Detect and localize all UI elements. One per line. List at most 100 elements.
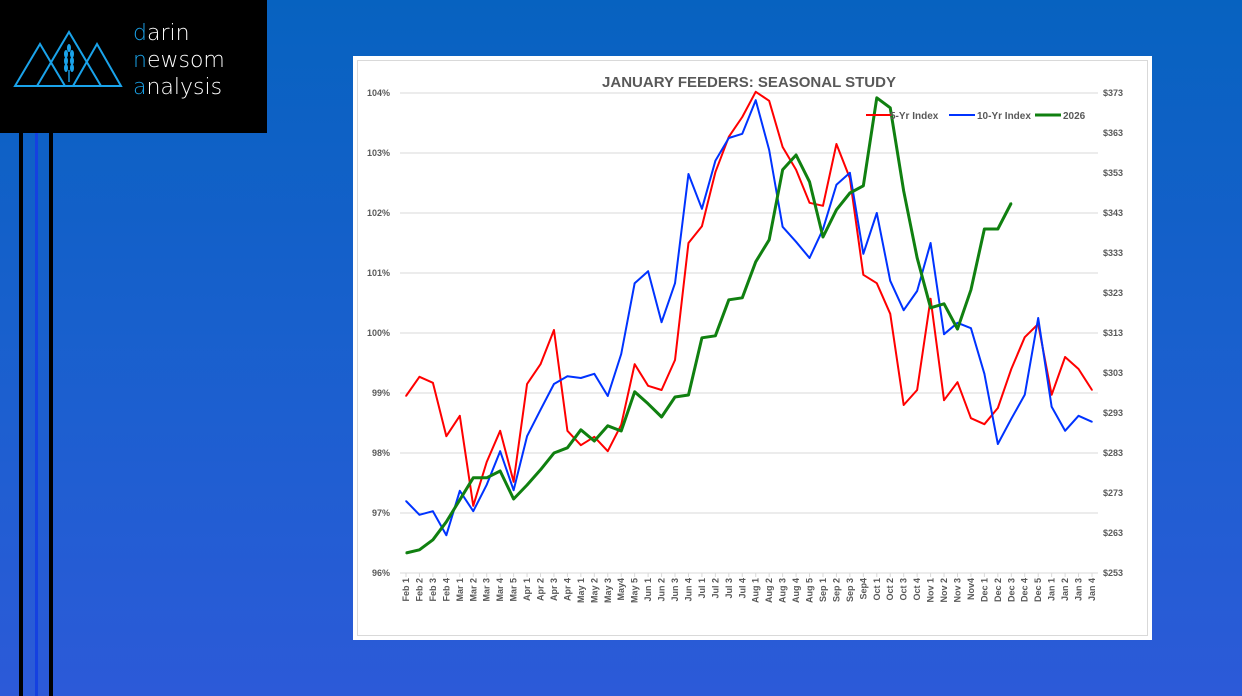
data-point — [687, 173, 690, 175]
x-tick-label: May 2 — [589, 578, 599, 603]
data-point — [566, 447, 569, 449]
decor-line — [35, 133, 38, 696]
x-tick-label: Apr 3 — [549, 578, 559, 601]
x-tick-label: Aug 2 — [764, 578, 774, 603]
data-point — [754, 261, 757, 263]
data-point — [593, 436, 596, 438]
data-point — [983, 373, 986, 375]
data-point — [849, 192, 851, 194]
data-point — [902, 309, 905, 311]
x-tick-label: Aug 5 — [805, 578, 815, 603]
data-point — [566, 430, 569, 432]
logo-letter: n — [133, 48, 147, 73]
x-tick-label: Mar 5 — [509, 578, 519, 602]
x-tick-label: Apr 2 — [536, 578, 546, 601]
y-left-tick-label: 98% — [372, 448, 390, 458]
data-point — [472, 510, 475, 512]
logo-word: nalysis — [146, 75, 223, 100]
data-point — [472, 505, 475, 507]
x-tick-label: Oct 2 — [885, 578, 895, 601]
x-tick-label: Jan 3 — [1074, 578, 1084, 601]
legend-label: 2026 — [1063, 111, 1086, 122]
data-point — [768, 100, 770, 102]
x-tick-label: Nov 2 — [939, 578, 949, 603]
data-point — [580, 377, 582, 379]
data-point — [418, 514, 421, 516]
x-tick-label: Feb 3 — [428, 578, 438, 602]
x-tick-label: Jan 1 — [1047, 578, 1057, 601]
data-point — [714, 171, 717, 173]
data-point — [526, 435, 528, 438]
logo-word: ew — [146, 48, 179, 73]
x-tick-label: Dec 5 — [1033, 578, 1043, 602]
data-point — [781, 146, 784, 148]
x-tick-label: Aug 1 — [751, 578, 761, 603]
x-tick-label: Oct 4 — [912, 578, 922, 601]
logo-text: darin newsom analysis — [133, 20, 225, 101]
data-point — [405, 552, 407, 554]
x-tick-label: Jun 2 — [657, 578, 667, 602]
data-point — [1023, 394, 1026, 396]
data-point — [835, 184, 838, 186]
data-point — [539, 409, 542, 411]
x-tick-label: Dec 3 — [1006, 578, 1016, 602]
data-point — [512, 481, 515, 483]
data-point — [674, 359, 676, 361]
data-point — [1064, 430, 1066, 432]
x-tick-label: Dec 1 — [979, 578, 989, 602]
data-point — [1010, 202, 1013, 204]
x-tick-label: Jul 1 — [697, 578, 707, 599]
logo-letter: a — [133, 75, 147, 100]
data-point — [526, 383, 528, 385]
x-tick-label: Sep 1 — [818, 578, 828, 602]
y-right-tick-label: $343 — [1103, 208, 1123, 218]
logo-word: arin — [146, 21, 190, 46]
data-point — [983, 228, 986, 230]
data-point — [1050, 406, 1053, 408]
data-point — [997, 407, 999, 409]
data-point — [822, 205, 824, 207]
chart-border — [357, 60, 1148, 636]
data-point — [405, 500, 407, 502]
data-point — [970, 289, 972, 291]
x-tick-label: May 5 — [630, 578, 640, 603]
series-line-2026 — [405, 96, 1013, 555]
x-tick-label: Apr 1 — [522, 578, 532, 601]
data-point — [485, 484, 488, 486]
data-point — [1077, 368, 1080, 370]
data-point — [822, 236, 824, 238]
data-point — [499, 430, 501, 432]
data-point — [620, 430, 623, 432]
data-point — [674, 396, 676, 398]
data-point — [1091, 421, 1093, 423]
data-point — [970, 327, 972, 330]
data-point — [943, 333, 945, 336]
x-tick-label: Oct 3 — [899, 578, 909, 601]
x-tick-label: Mar 1 — [455, 578, 465, 602]
data-point — [808, 257, 811, 259]
data-point — [1077, 415, 1080, 417]
y-right-tick-label: $253 — [1103, 568, 1123, 578]
data-point — [808, 181, 811, 183]
data-point — [929, 298, 932, 300]
x-tick-label: Nov 3 — [952, 578, 962, 603]
data-point — [445, 435, 448, 438]
data-point — [956, 328, 959, 330]
x-tick-label: Feb 4 — [441, 578, 451, 602]
mountain-wheat-icon — [13, 30, 123, 87]
data-point — [660, 416, 663, 418]
x-tick-label: Jul 3 — [724, 578, 734, 599]
data-point — [633, 363, 636, 366]
data-point — [862, 274, 865, 276]
x-tick-label: Mar 4 — [495, 578, 505, 602]
y-right-tick-label: $283 — [1103, 448, 1123, 458]
data-point — [432, 382, 434, 384]
x-tick-label: Jan 4 — [1087, 578, 1097, 601]
data-point — [687, 242, 690, 244]
y-left-tick-label: 97% — [372, 508, 390, 518]
x-tick-label: Sep 2 — [831, 578, 841, 602]
data-point — [795, 169, 797, 171]
data-point — [714, 335, 717, 337]
data-point — [633, 282, 636, 284]
x-tick-label: Oct 1 — [872, 578, 882, 601]
